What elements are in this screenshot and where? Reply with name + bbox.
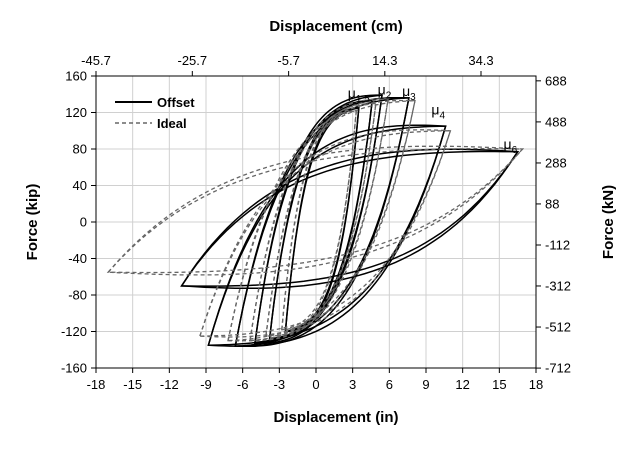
x-tick-label: 6 (386, 377, 393, 392)
ductility-label: μ3 (402, 83, 416, 103)
y2-tick-label: -312 (545, 278, 571, 293)
x2-tick-label: 14.3 (372, 53, 397, 68)
y2-tick-label: -712 (545, 361, 571, 376)
ductility-label: μ2 (378, 81, 392, 101)
x-tick-label: -15 (123, 377, 142, 392)
y-tick-label: 80 (73, 142, 87, 157)
x2-tick-label: -45.7 (81, 53, 111, 68)
y-axis-title-right: Force (kN) (600, 185, 617, 259)
hysteresis-loop-ideal (249, 98, 389, 342)
x2-tick-label: 34.3 (468, 53, 493, 68)
y-tick-label: 120 (65, 105, 87, 120)
x-axis-top: -45.7 -25.7 -5.7 14.3 34.3 (81, 53, 494, 76)
y-tick-label: -40 (68, 251, 87, 266)
x2-tick-label: -25.7 (177, 53, 207, 68)
x-tick-label: -18 (87, 377, 106, 392)
legend-label-offset: Offset (157, 95, 195, 110)
y-tick-label: -160 (61, 361, 87, 376)
hysteresis-loop-ideal (199, 129, 452, 338)
hysteresis-curves (106, 94, 525, 348)
hysteresis-loop-ideal (106, 145, 524, 276)
hysteresis-loop-ideal (106, 147, 525, 274)
y-axis-left: -160 -120 -80 -40 0 40 80 120 160 (61, 69, 96, 376)
ductility-annotations: μ1.5 μ2 μ3 μ4 μ6 (348, 81, 518, 156)
ductility-label: μ1.5 (348, 85, 370, 105)
legend-label-ideal: Ideal (157, 116, 187, 131)
hysteresis-loop-ideal (265, 102, 377, 337)
y-tick-label: -120 (61, 324, 87, 339)
x-tick-label: -12 (160, 377, 179, 392)
x-axis-title-bottom: Displacement (in) (273, 409, 398, 426)
y-tick-label: 0 (80, 215, 87, 230)
y2-tick-label: 488 (545, 114, 567, 129)
y2-tick-label: -512 (545, 320, 571, 335)
x-tick-label: 12 (455, 377, 469, 392)
x-tick-label: -3 (274, 377, 286, 392)
x-axis-bottom: -18 -15 -12 -9 -6 -3 0 3 6 9 12 15 18 (87, 368, 543, 392)
x-tick-label: -9 (200, 377, 212, 392)
x-tick-label: 3 (349, 377, 356, 392)
x-tick-label: 18 (529, 377, 543, 392)
y2-tick-label: 288 (545, 155, 567, 170)
y2-tick-label: -112 (545, 237, 570, 252)
hysteresis-loop-offset (180, 150, 520, 287)
y-axis-right: 688 488 288 88 -112 -312 -512 -712 (536, 73, 571, 376)
y-tick-label: -80 (68, 288, 87, 303)
y-tick-label: 160 (65, 69, 87, 84)
x2-tick-label: -5.7 (277, 53, 299, 68)
ductility-label: μ4 (431, 101, 445, 121)
hysteresis-loop-ideal (227, 99, 416, 342)
x-tick-label: 15 (492, 377, 506, 392)
x-tick-label: 9 (422, 377, 429, 392)
legend: Offset Ideal (115, 95, 195, 131)
hysteresis-loop-ideal (198, 130, 452, 337)
x-axis-title-top: Displacement (cm) (269, 18, 402, 35)
y2-tick-label: 688 (545, 73, 567, 88)
series-offset (180, 94, 520, 348)
x-tick-label: 0 (312, 377, 319, 392)
hysteresis-loop-ideal (227, 99, 416, 342)
series-ideal (106, 98, 525, 342)
ductility-label: μ6 (504, 136, 518, 156)
y2-tick-label: 88 (545, 196, 559, 211)
y-tick-label: 40 (73, 178, 87, 193)
hysteresis-loop-ideal (281, 109, 358, 331)
x-tick-label: -6 (237, 377, 249, 392)
y-axis-title-left: Force (kip) (24, 184, 41, 261)
